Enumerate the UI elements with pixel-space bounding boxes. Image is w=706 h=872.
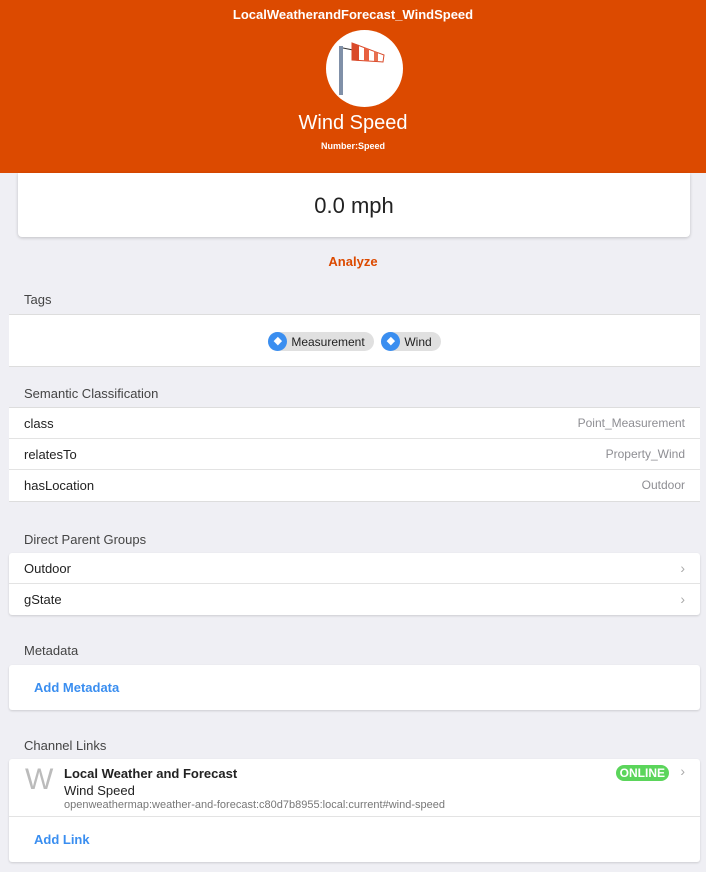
analyze-button[interactable]: Analyze bbox=[328, 254, 378, 269]
chevron-right-icon: › bbox=[680, 560, 685, 576]
row-value: Point_Measurement bbox=[577, 416, 685, 430]
chevron-right-icon: › bbox=[680, 763, 685, 779]
channel-link-item[interactable]: W Local Weather and Forecast Wind Speed … bbox=[9, 759, 700, 817]
channel-label: Wind Speed bbox=[64, 783, 135, 798]
semantic-list: class Point_Measurement relatesTo Property… bbox=[9, 407, 700, 502]
tag-icon: ◆ bbox=[268, 332, 288, 351]
tags-title: Tags bbox=[24, 292, 52, 307]
row-key: hasLocation bbox=[24, 478, 95, 493]
channel-uid: openweathermap:weather-and-forecast:c80d… bbox=[64, 799, 445, 811]
semantic-row: class Point_Measurement bbox=[9, 408, 700, 439]
state-card[interactable]: 0.0 mph bbox=[18, 173, 690, 237]
semantic-title: Semantic Classification bbox=[24, 386, 159, 401]
channel-links-block: W Local Weather and Forecast Wind Speed … bbox=[9, 759, 700, 862]
header: LocalWeatherandForecast_WindSpeed Wind S… bbox=[0, 0, 706, 173]
group-label: Outdoor bbox=[24, 561, 71, 576]
metadata-block: Add Metadata bbox=[9, 665, 700, 710]
tag-icon: ◆ bbox=[381, 332, 401, 351]
channels-title: Channel Links bbox=[24, 738, 107, 753]
status-badge: ONLINE bbox=[615, 765, 669, 781]
add-link-link[interactable]: Add Link bbox=[34, 832, 90, 847]
thing-label: Local Weather and Forecast bbox=[64, 766, 238, 781]
group-item[interactable]: Outdoor › bbox=[9, 553, 700, 584]
channel-letter-icon: W bbox=[25, 763, 54, 796]
chevron-right-icon: › bbox=[680, 591, 685, 607]
add-metadata-link[interactable]: Add Metadata bbox=[34, 680, 120, 695]
item-type: Number:Speed bbox=[320, 141, 385, 151]
item-label: Wind Speed bbox=[298, 112, 408, 134]
group-label: gState bbox=[24, 592, 62, 607]
windsock-icon bbox=[326, 30, 403, 107]
groups-title: Direct Parent Groups bbox=[24, 532, 147, 547]
row-value: Outdoor bbox=[641, 478, 685, 492]
row-key: class bbox=[24, 416, 54, 431]
tags-block: ◆ Measurement ◆ Wind bbox=[9, 314, 700, 367]
tag-label: Measurement bbox=[291, 334, 365, 349]
row-key: relatesTo bbox=[24, 447, 77, 462]
tag-chip[interactable]: ◆ Wind bbox=[381, 332, 441, 351]
item-name: LocalWeatherandForecast_WindSpeed bbox=[232, 7, 474, 22]
tag-chip[interactable]: ◆ Measurement bbox=[268, 332, 374, 351]
group-item[interactable]: gState › bbox=[9, 584, 700, 615]
semantic-row: hasLocation Outdoor bbox=[9, 470, 700, 501]
tag-label: Wind bbox=[404, 334, 432, 349]
groups-list: Outdoor › gState › bbox=[9, 553, 700, 615]
semantic-row: relatesTo Property_Wind bbox=[9, 439, 700, 470]
metadata-title: Metadata bbox=[24, 643, 79, 658]
row-value: Property_Wind bbox=[605, 447, 685, 461]
